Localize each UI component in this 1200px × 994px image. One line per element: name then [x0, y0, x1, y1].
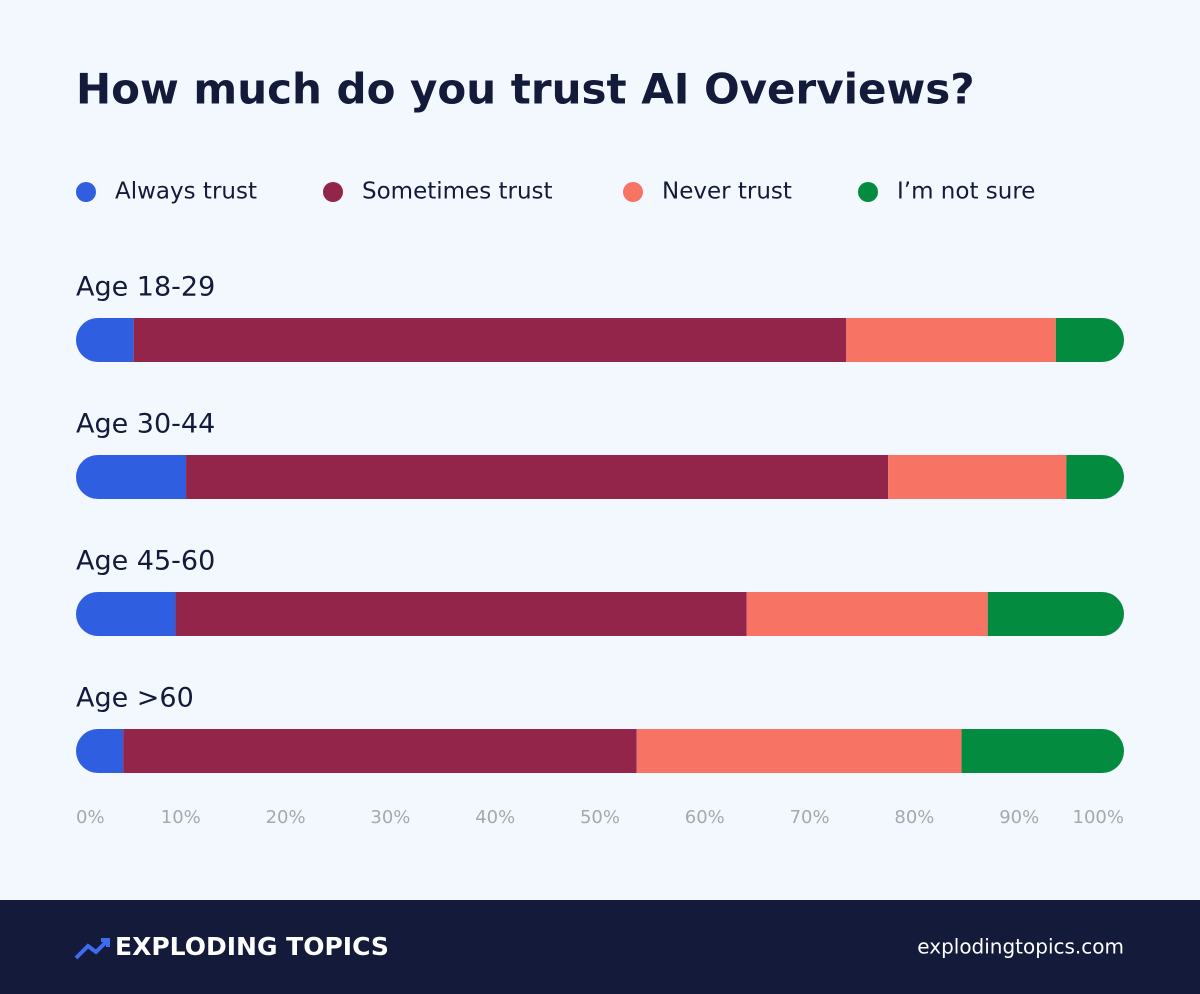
- bar-segment: [123, 729, 637, 773]
- bar-segment: [186, 455, 889, 499]
- legend-swatch: [623, 182, 643, 202]
- x-tick-label: 20%: [266, 807, 306, 828]
- bar-segment: [1066, 455, 1124, 499]
- legend-swatch: [858, 182, 878, 202]
- bar-row: [76, 592, 1124, 636]
- legend-label: Always trust: [115, 179, 257, 205]
- bar-segment: [987, 592, 1124, 636]
- bar-segment: [1055, 318, 1124, 362]
- bar-row: [76, 318, 1124, 362]
- x-tick-label: 10%: [161, 807, 201, 828]
- x-tick-label: 80%: [894, 807, 934, 828]
- bar-segment: [76, 455, 187, 499]
- x-tick-label: 30%: [370, 807, 410, 828]
- bar-segment: [746, 592, 988, 636]
- bar-segment: [76, 318, 134, 362]
- row-label: Age 18-29: [76, 272, 215, 303]
- x-tick-label: 40%: [475, 807, 515, 828]
- bar-segment: [76, 729, 124, 773]
- legend-swatch: [323, 182, 343, 202]
- legend-label: Never trust: [662, 179, 792, 205]
- x-tick-label: 90%: [999, 807, 1039, 828]
- x-tick-label: 100%: [1073, 807, 1124, 828]
- bar-segment: [636, 729, 962, 773]
- bar-segment: [846, 318, 1056, 362]
- x-tick-label: 60%: [685, 807, 725, 828]
- logo-icon: [74, 938, 110, 960]
- footer: [0, 900, 1200, 994]
- row-label: Age 45-60: [76, 546, 215, 577]
- bar-segment: [961, 729, 1124, 773]
- url: explodingtopics.com: [917, 935, 1124, 959]
- bar-segment: [175, 592, 747, 636]
- x-tick-label: 70%: [790, 807, 830, 828]
- row-label: Age >60: [76, 683, 194, 714]
- bar-segment: [76, 592, 176, 636]
- x-tick-label: 50%: [580, 807, 620, 828]
- legend-swatch: [76, 182, 96, 202]
- row-label: Age 30-44: [76, 409, 215, 440]
- legend-label: I’m not sure: [897, 179, 1035, 205]
- x-tick-label: 0%: [76, 807, 105, 828]
- bar-row: [76, 455, 1124, 499]
- bar-segment: [133, 318, 847, 362]
- chart-title: How much do you trust AI Overviews?: [76, 65, 975, 114]
- legend-label: Sometimes trust: [362, 179, 553, 205]
- bar-segment: [888, 455, 1067, 499]
- bar-row: [76, 729, 1124, 773]
- brand: EXPLODING TOPICS: [115, 932, 389, 961]
